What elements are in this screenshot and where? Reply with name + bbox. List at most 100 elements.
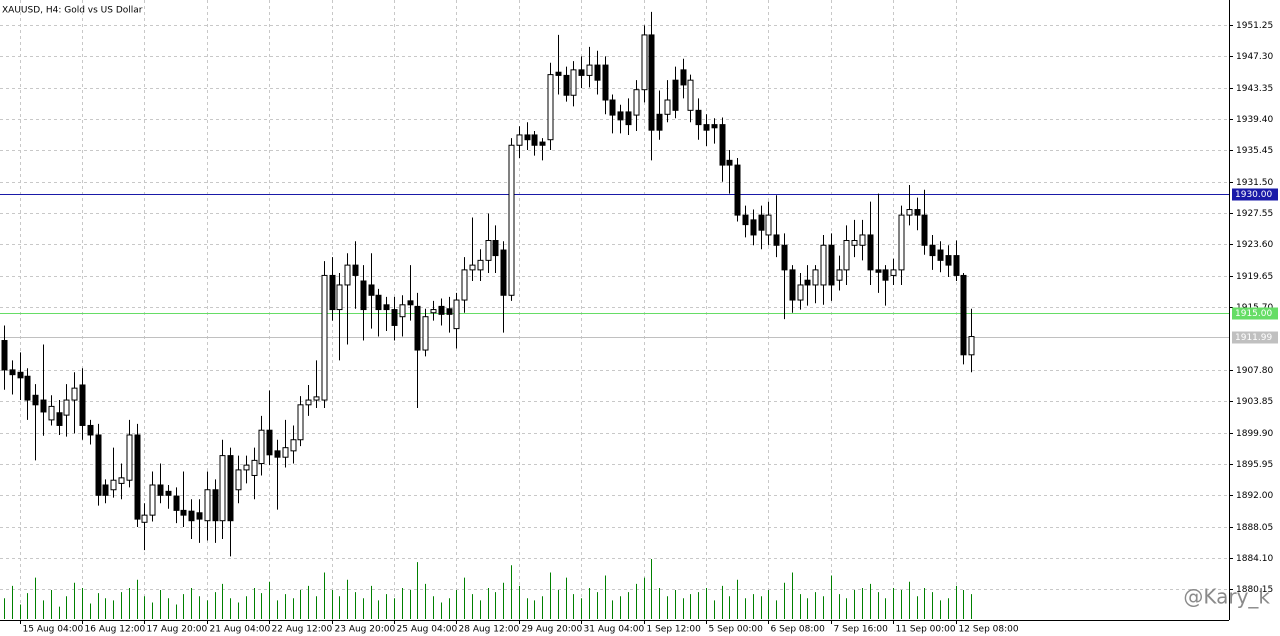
candle-body xyxy=(758,214,765,231)
x-tick-label: 7 Sep 16:00 xyxy=(834,625,889,635)
y-tick-label: 1931.50 xyxy=(1236,178,1273,188)
candle-body xyxy=(391,309,398,326)
candle-body xyxy=(414,305,421,351)
y-tick-label: 1919.65 xyxy=(1236,272,1273,282)
y-tick-label: 1884.10 xyxy=(1236,554,1273,564)
candle-body xyxy=(851,240,858,246)
candle-body xyxy=(960,274,967,356)
candle-body xyxy=(407,300,414,306)
candle-body xyxy=(500,249,507,296)
y-tick-label: 1935.45 xyxy=(1236,146,1273,156)
candle-body xyxy=(726,159,733,166)
candle-body xyxy=(648,34,655,131)
candle-body xyxy=(453,299,460,330)
candle-body xyxy=(664,99,671,115)
candle-body xyxy=(313,396,320,401)
candle-body xyxy=(742,214,749,226)
candle-body xyxy=(867,234,874,271)
price-level-box xyxy=(1232,307,1278,320)
candle-body xyxy=(24,375,31,401)
candle-body xyxy=(79,384,86,426)
candle-body xyxy=(352,264,359,276)
candle-body xyxy=(633,89,640,116)
candle-body xyxy=(797,284,804,301)
candle-body xyxy=(508,144,515,296)
candle-body xyxy=(711,124,718,129)
candle-body xyxy=(102,484,109,496)
candle-body xyxy=(290,439,297,452)
candle-body xyxy=(719,124,726,166)
candle-body xyxy=(843,240,850,271)
candle-body xyxy=(63,399,70,416)
candle-body xyxy=(235,469,242,491)
candle-body xyxy=(555,71,562,76)
candle-body xyxy=(461,269,468,301)
candle-body xyxy=(906,209,913,216)
candle-body xyxy=(48,405,55,421)
candle-body xyxy=(40,399,47,413)
y-tick-label: 1895.95 xyxy=(1236,460,1273,470)
candle-body xyxy=(157,484,164,496)
candle-body xyxy=(836,269,843,281)
levels xyxy=(0,194,1229,338)
candle-body xyxy=(446,308,453,315)
candle-body xyxy=(586,64,593,76)
candle-body xyxy=(641,34,648,91)
candle-body xyxy=(430,309,437,314)
candle-body xyxy=(243,464,250,471)
x-tick-label: 23 Aug 20:00 xyxy=(335,625,396,635)
x-tick-label: 17 Aug 20:00 xyxy=(147,625,208,635)
candle-body xyxy=(882,269,889,281)
candle-body xyxy=(937,249,944,261)
candle-body xyxy=(469,264,476,271)
price-level-box xyxy=(1232,331,1278,344)
candle-body xyxy=(594,64,601,81)
y-tick-label: 1903.85 xyxy=(1236,397,1273,407)
candle-body xyxy=(212,489,219,522)
candle-body xyxy=(368,284,375,296)
candle-body xyxy=(492,240,499,257)
x-tick-label: 1 Sep 12:00 xyxy=(647,625,702,635)
candle-body xyxy=(399,304,406,318)
x-tick-label: 6 Sep 08:00 xyxy=(771,625,826,635)
candle-body xyxy=(875,269,882,273)
x-tick-label: 15 Aug 04:00 xyxy=(23,625,84,635)
candle-body xyxy=(165,490,172,496)
candle-body xyxy=(17,371,24,379)
y-tick-label: 1880.15 xyxy=(1236,585,1273,595)
candle-body xyxy=(625,111,632,126)
candle-body xyxy=(820,244,827,286)
candle-body xyxy=(570,69,577,96)
candle-body xyxy=(968,336,975,356)
candle-body xyxy=(828,244,835,286)
y-tick-label: 1927.55 xyxy=(1236,209,1273,219)
candle-body xyxy=(524,134,531,141)
candle-body xyxy=(898,214,905,271)
candle-body xyxy=(578,69,585,76)
candle-body xyxy=(921,214,928,246)
candle-body xyxy=(251,459,258,476)
candle-body xyxy=(336,284,343,311)
candle-body xyxy=(266,429,273,456)
candle-body xyxy=(297,404,304,441)
grid xyxy=(0,0,1229,620)
candle-body xyxy=(859,234,866,246)
x-tick-label: 29 Aug 20:00 xyxy=(522,625,583,635)
price-level-box xyxy=(1232,188,1278,201)
candle-body xyxy=(804,279,811,286)
candle-body xyxy=(188,510,195,522)
candle-body xyxy=(531,134,538,146)
candle-body xyxy=(609,99,616,116)
candle-body xyxy=(180,509,187,516)
candle-body xyxy=(274,450,281,458)
candle-body xyxy=(734,164,741,216)
price-level-label: 1930.00 xyxy=(1235,190,1272,200)
candle-body xyxy=(344,264,351,286)
candle-body xyxy=(539,141,546,146)
candle-body xyxy=(95,434,102,496)
candle-body xyxy=(134,434,141,520)
candle-body xyxy=(204,489,211,522)
candle-body xyxy=(773,234,780,246)
